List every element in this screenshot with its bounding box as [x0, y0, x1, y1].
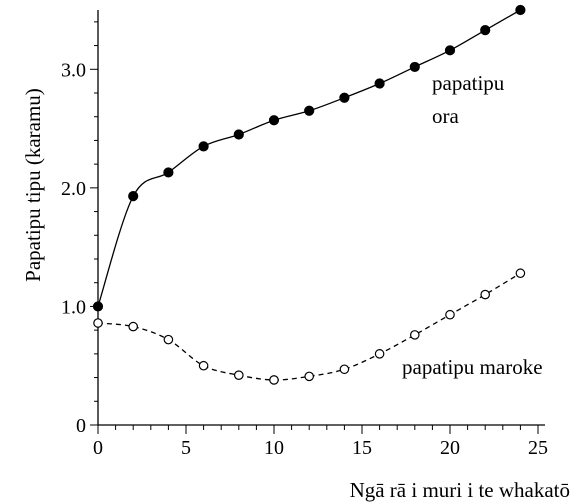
point-papatipu-maroke — [339, 364, 350, 375]
point-papatipu-ora — [233, 129, 244, 140]
point-papatipu-ora — [92, 301, 104, 312]
x-tick-label: 15 — [352, 437, 372, 459]
point-papatipu-ora — [339, 92, 350, 103]
point-papatipu-ora — [304, 105, 315, 116]
axes — [90, 10, 545, 434]
series-line-papatipu-ora — [97, 9, 521, 307]
point-papatipu-ora — [268, 115, 280, 126]
point-papatipu-maroke — [374, 349, 385, 359]
point-papatipu-ora — [198, 141, 209, 152]
x-tick-label: 5 — [181, 437, 191, 459]
point-papatipu-maroke — [480, 289, 490, 300]
point-papatipu-ora — [515, 4, 526, 16]
point-papatipu-ora — [409, 61, 420, 73]
x-tick-label: 25 — [528, 437, 548, 459]
point-papatipu-maroke — [93, 318, 103, 328]
point-papatipu-maroke — [163, 334, 174, 345]
x-axis-title: Ngā rā i muri i te whakatō — [350, 478, 570, 502]
point-papatipu-maroke — [445, 309, 455, 320]
y-axis-title: Papatipu tipu (karamu) — [21, 88, 45, 282]
point-papatipu-maroke — [234, 370, 244, 380]
point-papatipu-maroke — [269, 375, 279, 385]
point-papatipu-maroke — [304, 371, 314, 382]
x-tick-label: 0 — [93, 437, 103, 459]
axis-labels: 0 1.0 2.0 3.0 0 5 10 15 20 25 — [61, 59, 548, 459]
point-papatipu-maroke — [198, 360, 209, 371]
point-papatipu-maroke — [515, 268, 526, 279]
y-tick-label: 1.0 — [61, 296, 86, 318]
annotation-papatipu-ora-line1: papatipu — [432, 71, 505, 95]
point-papatipu-ora — [444, 45, 456, 56]
annotation-papatipu-ora-line2: ora — [432, 104, 459, 128]
point-papatipu-ora — [128, 191, 139, 202]
point-papatipu-ora — [163, 167, 174, 178]
point-papatipu-maroke — [128, 321, 138, 332]
data-points — [92, 4, 526, 385]
point-papatipu-ora — [374, 78, 385, 89]
point-papatipu-maroke — [409, 330, 420, 340]
y-tick-label: 2.0 — [61, 178, 86, 200]
x-tick-label: 10 — [264, 437, 284, 459]
y-tick-label: 3.0 — [61, 59, 86, 81]
x-tick-label: 20 — [440, 437, 460, 459]
y-tick-label: 0 — [76, 415, 86, 437]
annotation-papatipu-maroke: papatipu maroke — [402, 355, 543, 379]
point-papatipu-ora — [480, 25, 491, 36]
series-curves — [97, 9, 521, 381]
